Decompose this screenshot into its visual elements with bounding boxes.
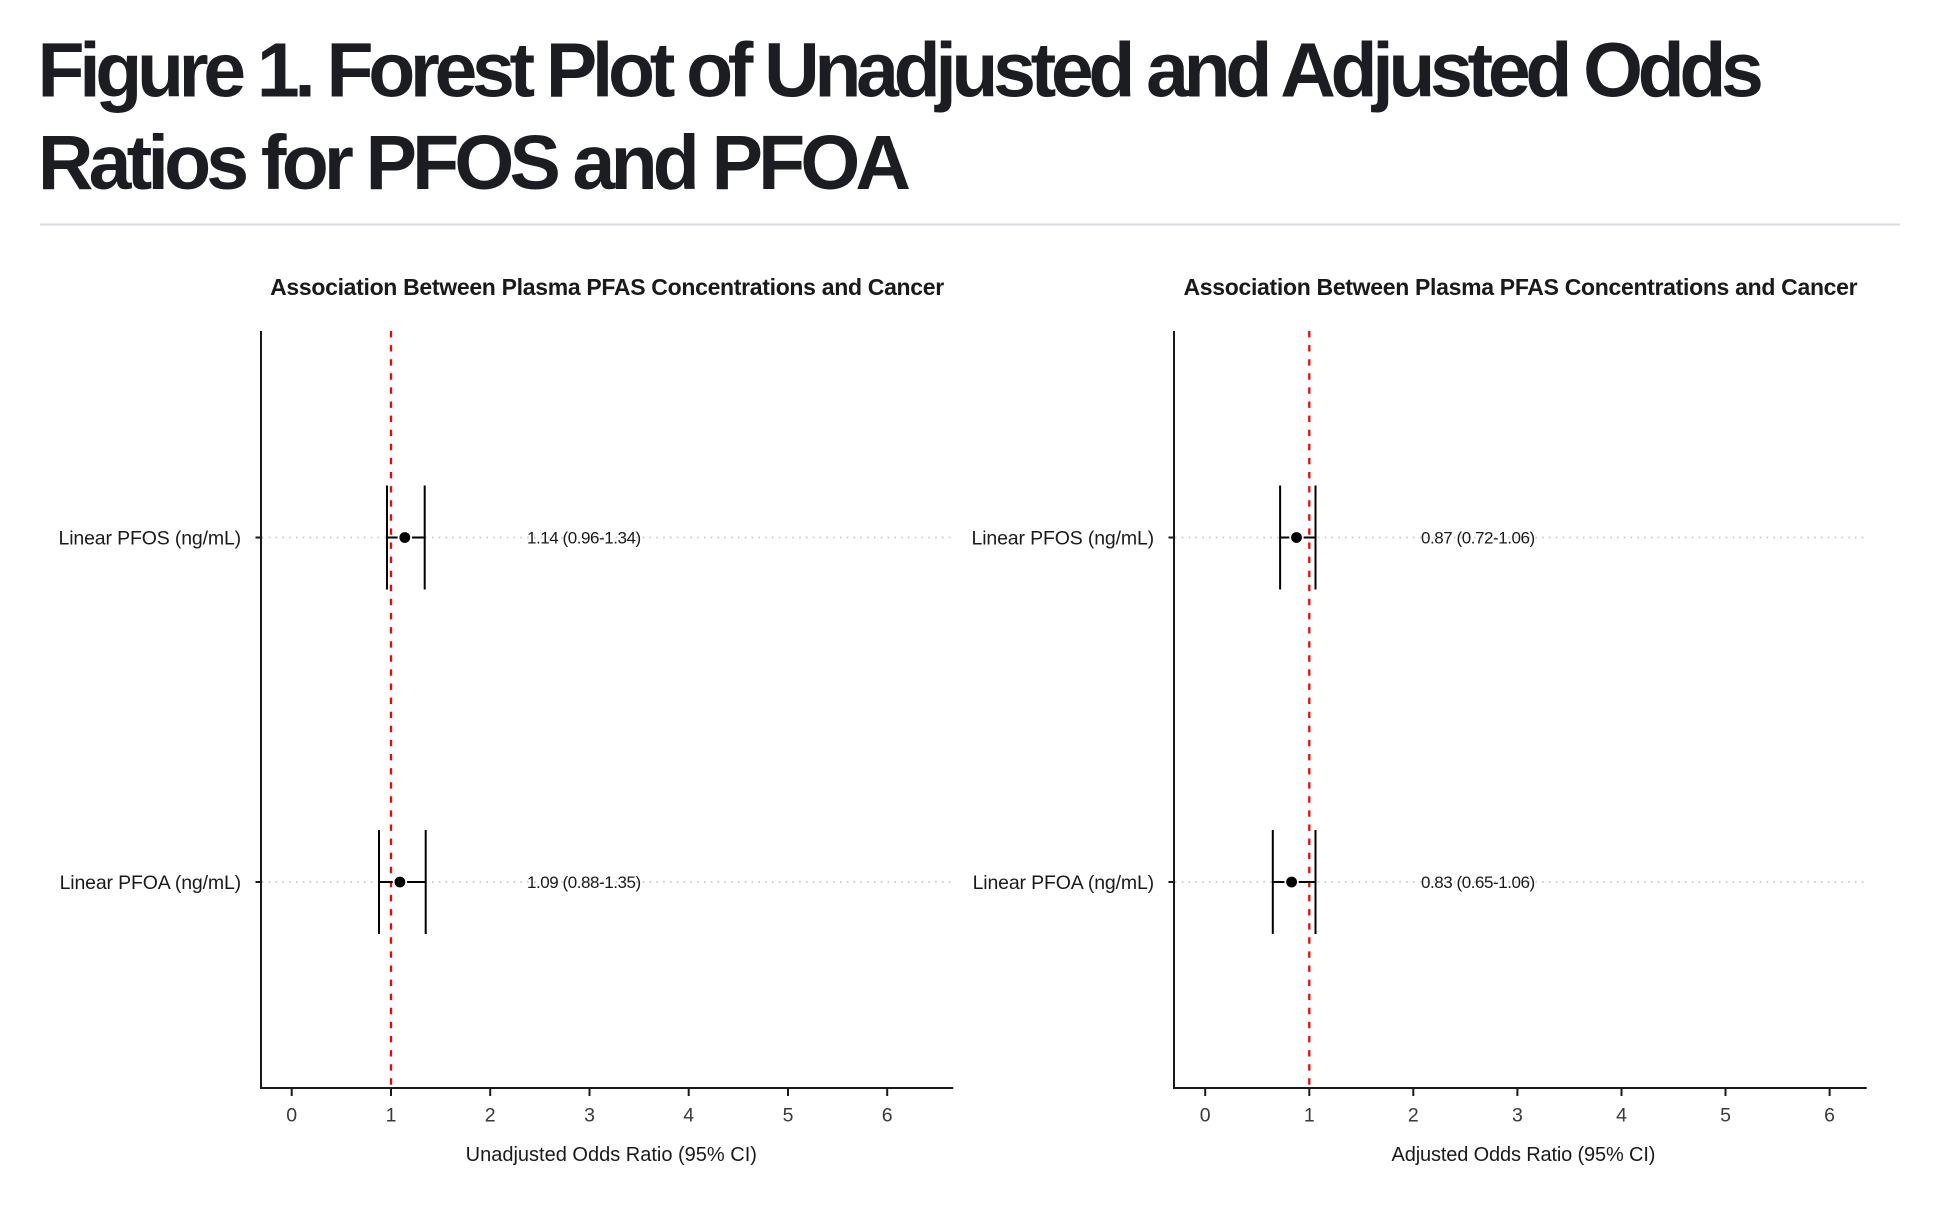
svg-text:4: 4	[683, 1105, 694, 1127]
svg-text:Linear PFOS (ng/mL): Linear PFOS (ng/mL)	[59, 527, 241, 549]
svg-text:1: 1	[1304, 1105, 1315, 1127]
svg-text:4: 4	[1616, 1105, 1627, 1127]
svg-text:6: 6	[882, 1105, 893, 1127]
svg-text:0: 0	[286, 1105, 297, 1127]
svg-text:Linear PFOA (ng/mL): Linear PFOA (ng/mL)	[973, 872, 1154, 894]
svg-text:0.83 (0.65-1.06): 0.83 (0.65-1.06)	[1421, 873, 1535, 892]
svg-text:2: 2	[485, 1105, 496, 1127]
svg-text:Ratios for PFOS and PFOA: Ratios for PFOS and PFOA	[38, 120, 910, 206]
svg-text:6: 6	[1824, 1105, 1835, 1127]
svg-text:Figure 1. Forest Plot of Unadj: Figure 1. Forest Plot of Unadjusted and …	[38, 28, 1762, 114]
svg-text:1.09 (0.88-1.35): 1.09 (0.88-1.35)	[527, 873, 641, 892]
svg-text:Adjusted Odds Ratio (95% CI): Adjusted Odds Ratio (95% CI)	[1392, 1144, 1656, 1166]
svg-text:Unadjusted Odds Ratio (95% CI): Unadjusted Odds Ratio (95% CI)	[466, 1144, 757, 1166]
svg-text:1: 1	[386, 1105, 397, 1127]
svg-text:3: 3	[1512, 1105, 1523, 1127]
svg-text:5: 5	[783, 1105, 794, 1127]
svg-text:0.87 (0.72-1.06): 0.87 (0.72-1.06)	[1421, 529, 1535, 548]
svg-text:2: 2	[1408, 1105, 1419, 1127]
svg-text:1.14 (0.96-1.34): 1.14 (0.96-1.34)	[527, 529, 641, 548]
svg-text:Association Between Plasma PFA: Association Between Plasma PFAS Concentr…	[1183, 274, 1857, 300]
svg-text:5: 5	[1720, 1105, 1731, 1127]
svg-text:0: 0	[1200, 1105, 1211, 1127]
svg-text:3: 3	[584, 1105, 595, 1127]
svg-text:Linear PFOA (ng/mL): Linear PFOA (ng/mL)	[60, 872, 241, 894]
svg-text:Association Between Plasma PFA: Association Between Plasma PFAS Concentr…	[270, 274, 944, 300]
svg-text:Linear PFOS (ng/mL): Linear PFOS (ng/mL)	[972, 527, 1154, 549]
